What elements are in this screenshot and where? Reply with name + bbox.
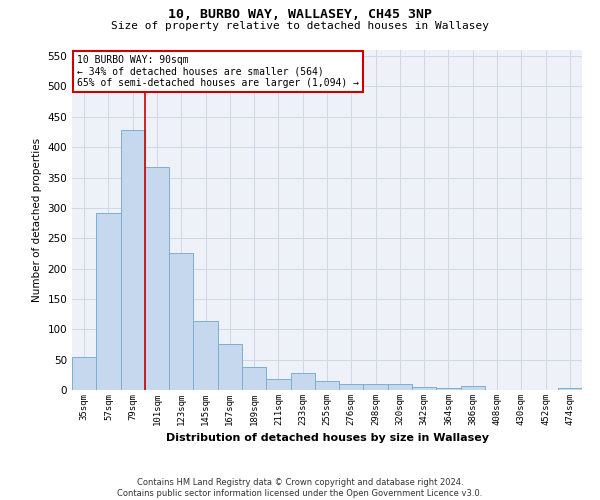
- Bar: [169, 254, 193, 390]
- Bar: [388, 384, 412, 390]
- Bar: [315, 381, 339, 390]
- Bar: [290, 373, 315, 390]
- Bar: [72, 356, 96, 390]
- Text: Size of property relative to detached houses in Wallasey: Size of property relative to detached ho…: [111, 21, 489, 31]
- Bar: [364, 384, 388, 390]
- Bar: [242, 367, 266, 390]
- Bar: [121, 130, 145, 390]
- Text: 10 BURBO WAY: 90sqm
← 34% of detached houses are smaller (564)
65% of semi-detac: 10 BURBO WAY: 90sqm ← 34% of detached ho…: [77, 55, 359, 88]
- Bar: [145, 167, 169, 390]
- Bar: [96, 212, 121, 390]
- Bar: [218, 344, 242, 390]
- X-axis label: Distribution of detached houses by size in Wallasey: Distribution of detached houses by size …: [166, 434, 488, 444]
- Bar: [436, 388, 461, 390]
- Bar: [461, 386, 485, 390]
- Bar: [339, 384, 364, 390]
- Y-axis label: Number of detached properties: Number of detached properties: [32, 138, 42, 302]
- Text: 10, BURBO WAY, WALLASEY, CH45 3NP: 10, BURBO WAY, WALLASEY, CH45 3NP: [168, 8, 432, 20]
- Bar: [412, 387, 436, 390]
- Bar: [558, 388, 582, 390]
- Bar: [193, 322, 218, 390]
- Bar: [266, 379, 290, 390]
- Text: Contains HM Land Registry data © Crown copyright and database right 2024.
Contai: Contains HM Land Registry data © Crown c…: [118, 478, 482, 498]
